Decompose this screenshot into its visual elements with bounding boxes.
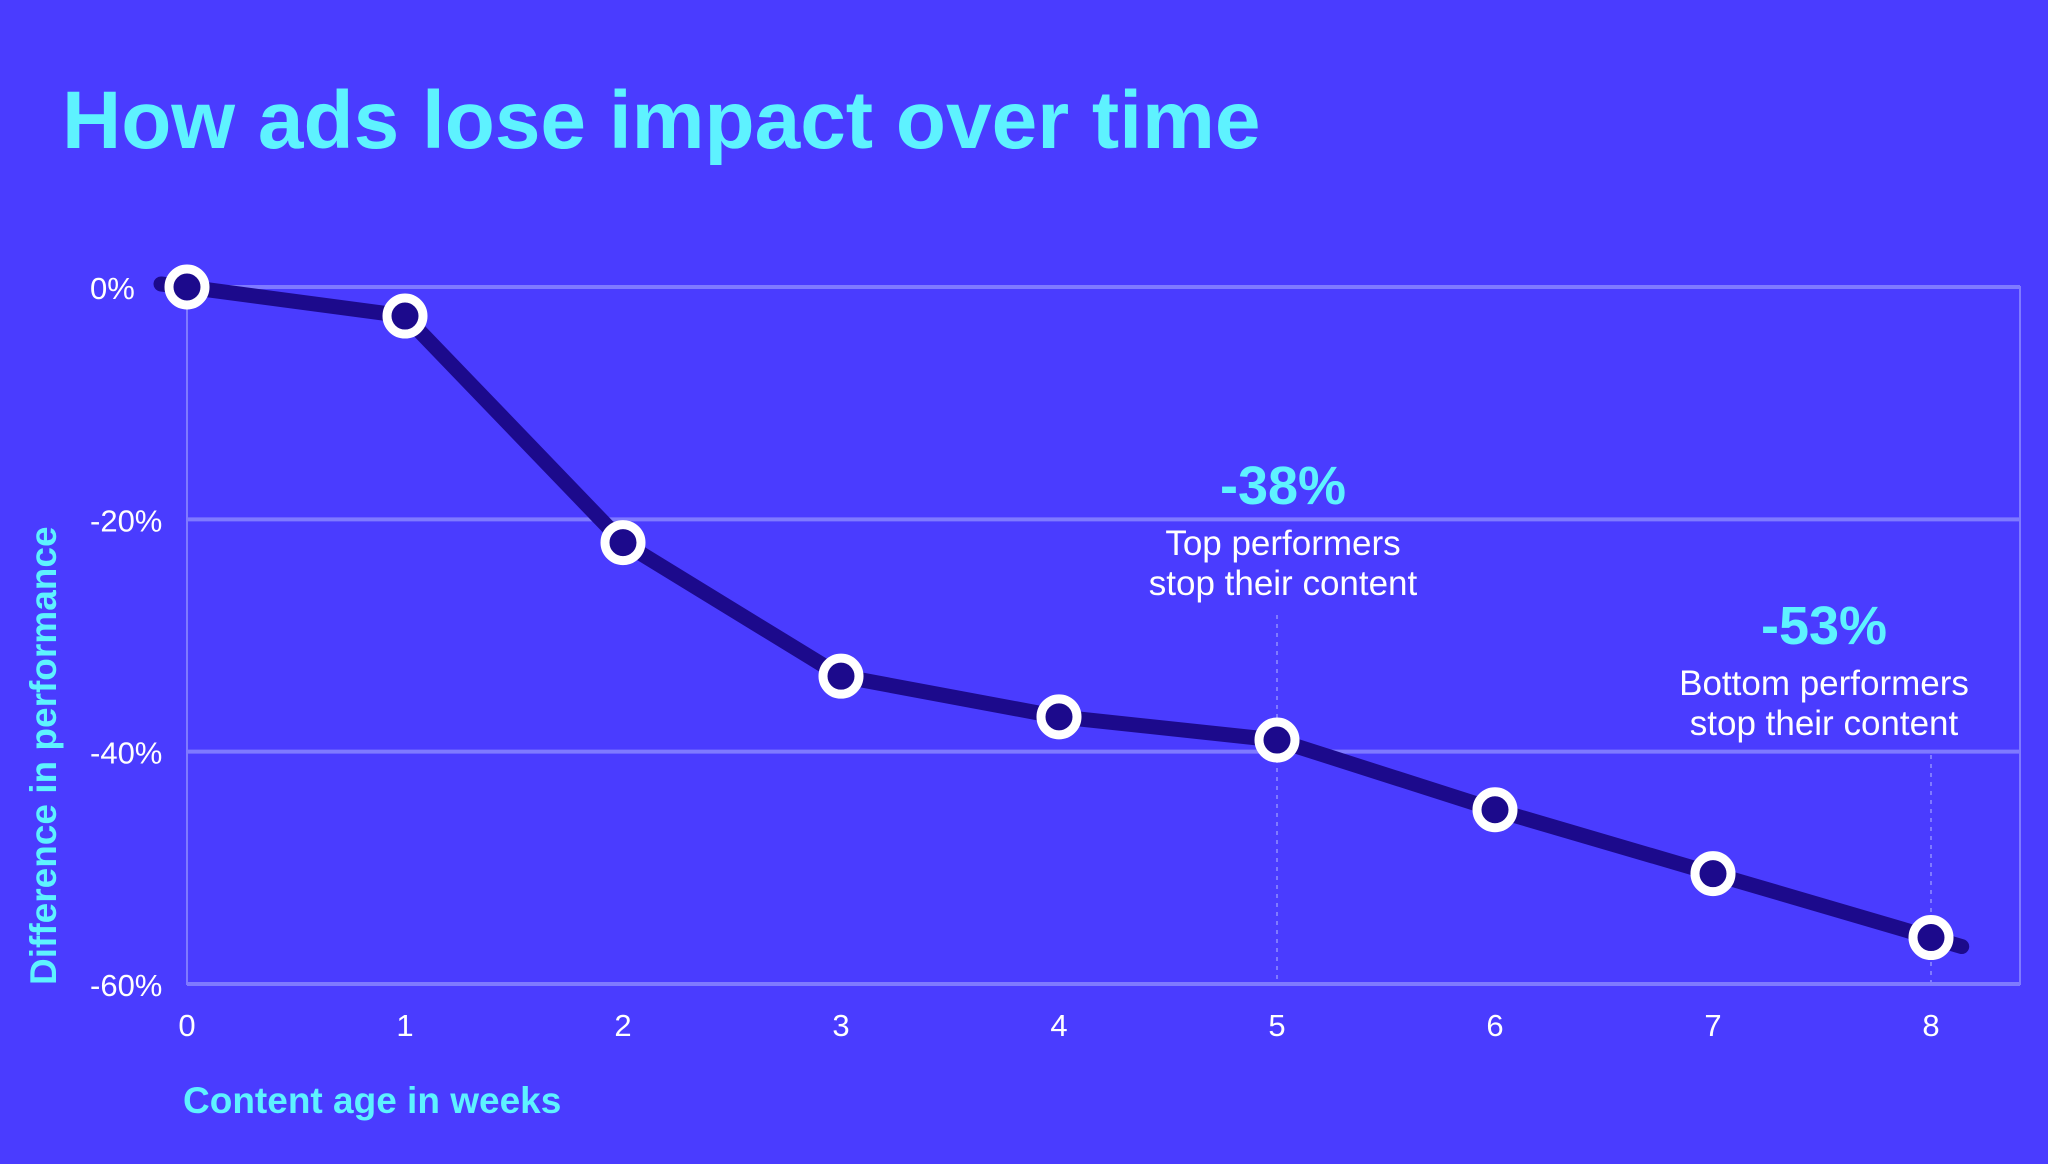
x-tick-label: 6 — [1486, 1008, 1503, 1043]
x-tick-label: 7 — [1704, 1008, 1721, 1043]
data-point — [164, 264, 210, 310]
annotation-value: -53% — [1761, 596, 1887, 656]
y-tick-label: -40% — [90, 736, 162, 771]
data-point — [1254, 717, 1300, 763]
series-line — [153, 276, 1970, 955]
data-point — [382, 293, 428, 339]
y-tick-label: -60% — [90, 968, 162, 1003]
x-tick-label: 0 — [178, 1008, 195, 1043]
annotation-value: -38% — [1220, 456, 1346, 516]
annotation-text: Top performers — [1165, 524, 1400, 563]
x-tick-label: 8 — [1922, 1008, 1939, 1043]
y-axis-label: Difference in performance — [23, 526, 64, 985]
annotation-text: stop their content — [1149, 564, 1418, 603]
chart-title: How ads lose impact over time — [62, 75, 1261, 166]
y-tick-label: 0% — [90, 271, 135, 306]
x-tick-label: 1 — [396, 1008, 413, 1043]
x-tick-label: 2 — [614, 1008, 631, 1043]
data-point — [1036, 694, 1082, 740]
annotation-text: Bottom performers — [1679, 664, 1969, 703]
grid — [186, 285, 2021, 986]
x-tick-label: 4 — [1050, 1008, 1067, 1043]
data-points — [164, 264, 1954, 961]
series-polyline — [153, 276, 1970, 955]
y-tick-label: -20% — [90, 503, 162, 538]
data-point — [1472, 787, 1518, 833]
annotation-text: stop their content — [1690, 704, 1959, 743]
data-point — [1690, 851, 1736, 897]
x-tick-label: 5 — [1268, 1008, 1285, 1043]
x-axis-label: Content age in weeks — [183, 1080, 561, 1121]
x-tick-label: 3 — [832, 1008, 849, 1043]
data-point — [818, 653, 864, 699]
data-point — [1908, 915, 1954, 961]
data-point — [600, 520, 646, 566]
x-axis-ticks: 0 1 2 3 4 5 6 7 8 — [178, 1008, 1939, 1043]
y-axis-ticks: 0% -20% -40% -60% — [90, 271, 162, 1003]
